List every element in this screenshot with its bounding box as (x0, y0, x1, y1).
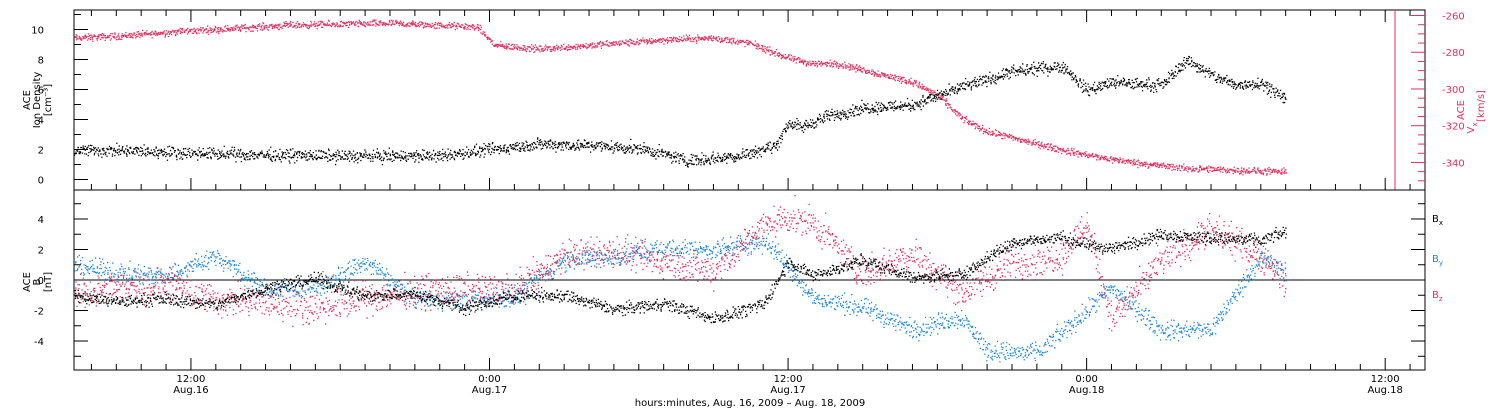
b-y-points (74, 233, 1287, 365)
vx-v: V (1466, 127, 1477, 134)
solar-wind-vx-series (74, 19, 1288, 176)
vx-sub: x (1471, 123, 1479, 127)
top-right-tick-label: -340 (1442, 158, 1465, 169)
b-x-points (74, 226, 1288, 324)
b-y-series (74, 233, 1287, 365)
b-z-points (73, 195, 1287, 332)
top-left-ylabel-line2: Ion Density (32, 72, 43, 129)
bottom-left-tick-label: -4 (34, 337, 44, 348)
top-right-tick-label: -320 (1442, 122, 1465, 133)
top-left-tick-label: 0 (38, 176, 44, 187)
bottom-left-tick-label: -2 (34, 307, 44, 318)
bottom-left-tick-label: 0 (38, 276, 44, 287)
ion-density-series (73, 55, 1287, 168)
ion-density-points (73, 55, 1287, 168)
x-tick-date-label: Aug.18 (1069, 385, 1104, 396)
top-right-tick-label: -260 (1442, 12, 1465, 23)
time-axis: 12:00Aug.160:00Aug.1712:00Aug.170:00Aug.… (90, 10, 1411, 396)
magnetic-field-panel: -4 -2 0 2 4 (34, 189, 1426, 371)
top-left-tick-label: 10 (31, 26, 44, 37)
top-right-tick-label: -300 (1442, 85, 1465, 96)
top-left-ylabel-line3: [cm⁻³] (43, 84, 54, 116)
b-z-series (73, 195, 1287, 332)
solar-wind-vx-points (74, 19, 1288, 176)
x-tick-time-label: 12:00 (1371, 374, 1400, 385)
top-right-ylabel-line3: [km/s] (1476, 90, 1487, 122)
top-right-tick-label: -280 (1442, 48, 1465, 59)
top-left-tick-label: 6 (38, 86, 44, 97)
x-tick-date-label: Aug.18 (1367, 385, 1402, 396)
top-left-tick-label: 8 (38, 56, 44, 67)
b-x-series (74, 226, 1288, 324)
top-right-ylabel-line1: ACE (1456, 100, 1467, 120)
x-axis-title: hours:minutes, Aug. 16, 2009 – Aug. 18, … (635, 398, 866, 409)
bottom-left-tick-label: 2 (38, 245, 44, 256)
bottom-left-ylabel-line3: [nT] (43, 272, 54, 292)
x-tick-time-label: 12:00 (177, 374, 206, 385)
x-tick-date-label: Aug.16 (173, 385, 208, 396)
bottom-left-ylabel-line2: B (32, 278, 43, 285)
x-tick-time-label: 0:00 (478, 374, 500, 385)
legend-bx: Bx (1432, 214, 1443, 227)
x-tick-date-label: Aug.17 (472, 385, 507, 396)
top-panel-frame (73, 9, 1426, 191)
legend-by: By (1432, 254, 1443, 267)
x-tick-time-label: 12:00 (774, 374, 803, 385)
bottom-left-ylabel-line1: ACE (22, 272, 33, 292)
top-right-ylabel-line2: Vx (1466, 123, 1479, 134)
x-tick-date-label: Aug.17 (770, 385, 805, 396)
top-left-tick-label: 4 (38, 116, 44, 127)
bottom-left-tick-label: 4 (38, 215, 44, 226)
legend-bz: Bz (1432, 290, 1443, 303)
ion-density-velocity-panel: 0 2 4 6 8 10 -260 -280 -300 -320 -340 (31, 9, 1465, 191)
x-tick-time-label: 0:00 (1075, 374, 1097, 385)
top-left-tick-label: 2 (38, 146, 44, 157)
top-left-ylabel-line1: ACE (22, 90, 33, 110)
